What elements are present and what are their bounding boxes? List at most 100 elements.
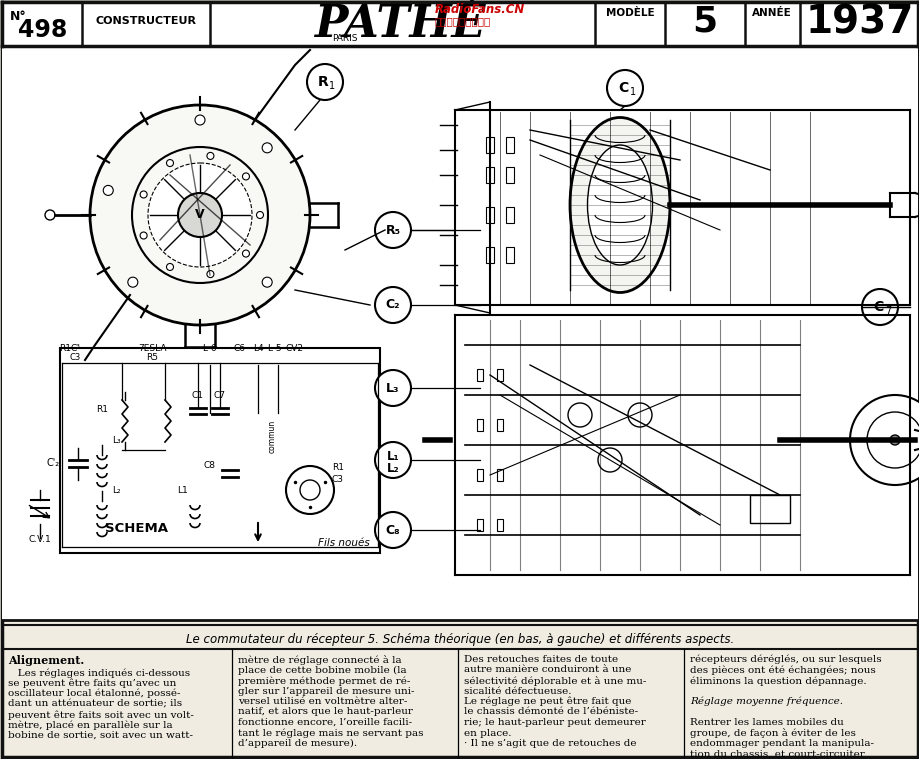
Text: C.V.1: C.V.1: [28, 535, 51, 544]
Circle shape: [207, 153, 214, 159]
Bar: [749, 495, 789, 523]
Text: première méthode permet de ré-: première méthode permet de ré-: [238, 676, 410, 685]
Text: R1: R1: [332, 464, 344, 473]
Text: Rentrer les lames mobiles du: Rentrer les lames mobiles du: [689, 718, 843, 727]
Text: mètre, placé en parallèle sur la: mètre, placé en parallèle sur la: [8, 720, 173, 730]
Text: sélectivité déplorable et à une mu-: sélectivité déplorable et à une mu-: [463, 676, 646, 686]
Circle shape: [866, 412, 919, 468]
Text: C7: C7: [214, 391, 226, 400]
Ellipse shape: [570, 118, 669, 292]
Text: R5: R5: [146, 353, 158, 362]
Circle shape: [140, 232, 147, 239]
Text: PATHÉ: PATHÉ: [314, 3, 485, 46]
Text: Réglage moyenne fréquence.: Réglage moyenne fréquence.: [689, 697, 842, 707]
Circle shape: [243, 173, 249, 180]
Text: V: V: [195, 209, 205, 222]
Text: en place.: en place.: [463, 729, 511, 738]
Circle shape: [567, 403, 591, 427]
Text: place de cette bobine mobile (la: place de cette bobine mobile (la: [238, 666, 406, 675]
Bar: [476, 369, 482, 381]
Bar: [496, 519, 503, 531]
Text: des pièces ont été échangées; nous: des pièces ont été échangées; nous: [689, 666, 875, 675]
Circle shape: [128, 277, 138, 287]
Text: 5: 5: [692, 4, 717, 38]
Circle shape: [256, 212, 263, 219]
Text: CONSTRUCTEUR: CONSTRUCTEUR: [96, 16, 197, 26]
Text: C₂: C₂: [385, 298, 400, 311]
Text: CV2: CV2: [286, 344, 303, 353]
Text: C3: C3: [69, 353, 81, 362]
Bar: [476, 469, 482, 481]
Text: R: R: [317, 75, 328, 89]
Text: 7: 7: [884, 306, 891, 316]
Text: C'₂: C'₂: [47, 458, 60, 468]
Circle shape: [140, 191, 147, 198]
Circle shape: [243, 250, 249, 257]
Circle shape: [307, 64, 343, 100]
Text: C1: C1: [192, 391, 204, 400]
Bar: [60, 348, 380, 553]
Bar: [496, 419, 503, 431]
Text: L₂: L₂: [111, 486, 120, 495]
Text: mètre de réglage connecté à la: mètre de réglage connecté à la: [238, 655, 402, 665]
Text: Les réglages indiqués ci-dessous: Les réglages indiqués ci-dessous: [8, 668, 190, 678]
Text: L₃: L₃: [111, 436, 120, 445]
Text: se peuvent être faits qu’avec un: se peuvent être faits qu’avec un: [8, 679, 176, 688]
Circle shape: [45, 210, 55, 220]
Circle shape: [849, 395, 919, 485]
Bar: [476, 519, 482, 531]
Text: dant un atténuateur de sortie; ils: dant un atténuateur de sortie; ils: [8, 700, 182, 709]
Text: C: C: [618, 81, 628, 95]
Text: L 6: L 6: [203, 344, 217, 353]
Text: récepteurs déréglés, ou sur lesquels: récepteurs déréglés, ou sur lesquels: [689, 655, 880, 664]
Text: 改机机好业者资料库: 改机机好业者资料库: [435, 16, 491, 26]
Circle shape: [103, 185, 113, 195]
Text: L₂: L₂: [386, 461, 399, 474]
Bar: [476, 419, 482, 431]
Circle shape: [207, 271, 214, 278]
Bar: [505, 207, 514, 223]
Bar: [485, 247, 494, 263]
Text: R1: R1: [96, 405, 108, 414]
Text: groupe, de façon à éviter de les: groupe, de façon à éviter de les: [689, 729, 855, 739]
Text: peuvent être faits soit avec un volt-: peuvent être faits soit avec un volt-: [8, 710, 194, 720]
Text: L4: L4: [253, 344, 263, 353]
Circle shape: [375, 212, 411, 248]
Text: RadioFans.CN: RadioFans.CN: [435, 3, 525, 16]
Text: tant le réglage mais ne servant pas: tant le réglage mais ne servant pas: [238, 729, 423, 738]
Text: C3: C3: [332, 474, 344, 483]
Circle shape: [148, 163, 252, 267]
Text: tion du chassis, et court-circuiter: tion du chassis, et court-circuiter: [689, 749, 864, 758]
Text: 1937: 1937: [805, 3, 913, 41]
Text: rie; le haut-parleur peut demeurer: rie; le haut-parleur peut demeurer: [463, 718, 645, 727]
Text: le chassis démonté de l’ébéniste-: le chassis démonté de l’ébéniste-: [463, 707, 638, 716]
Text: L₃: L₃: [386, 382, 400, 395]
Text: N°: N°: [10, 10, 27, 23]
Text: Le réglage ne peut être fait que: Le réglage ne peut être fait que: [463, 697, 630, 707]
Text: 7ESLA: 7ESLA: [138, 344, 166, 353]
Text: d’appareil de mesure).: d’appareil de mesure).: [238, 739, 357, 748]
Circle shape: [607, 70, 642, 106]
Text: · Il ne s’agit que de retouches de: · Il ne s’agit que de retouches de: [463, 739, 636, 748]
Text: Fils noués: Fils noués: [318, 538, 369, 548]
Text: L 5: L 5: [268, 344, 281, 353]
Text: commun: commun: [267, 420, 277, 453]
Bar: [505, 247, 514, 263]
Text: L₁: L₁: [386, 449, 399, 462]
Text: L1: L1: [177, 486, 188, 495]
Circle shape: [375, 287, 411, 323]
Circle shape: [861, 289, 897, 325]
Text: MODÈLE: MODÈLE: [605, 8, 653, 18]
Circle shape: [262, 277, 272, 287]
Circle shape: [195, 115, 205, 125]
Circle shape: [286, 466, 334, 514]
Ellipse shape: [587, 145, 652, 265]
Circle shape: [166, 159, 174, 166]
Text: sicalité défectueuse.: sicalité défectueuse.: [463, 686, 571, 695]
Text: fonctionne encore, l’oreille facili-: fonctionne encore, l’oreille facili-: [238, 718, 412, 727]
Circle shape: [262, 143, 272, 153]
Text: Le commutateur du récepteur 5. Schéma théorique (en bas, à gauche) et différents: Le commutateur du récepteur 5. Schéma th…: [186, 633, 733, 646]
Text: oscillateur local étalonné, possé-: oscillateur local étalonné, possé-: [8, 689, 180, 698]
Circle shape: [628, 403, 652, 427]
Text: C6: C6: [233, 344, 245, 353]
